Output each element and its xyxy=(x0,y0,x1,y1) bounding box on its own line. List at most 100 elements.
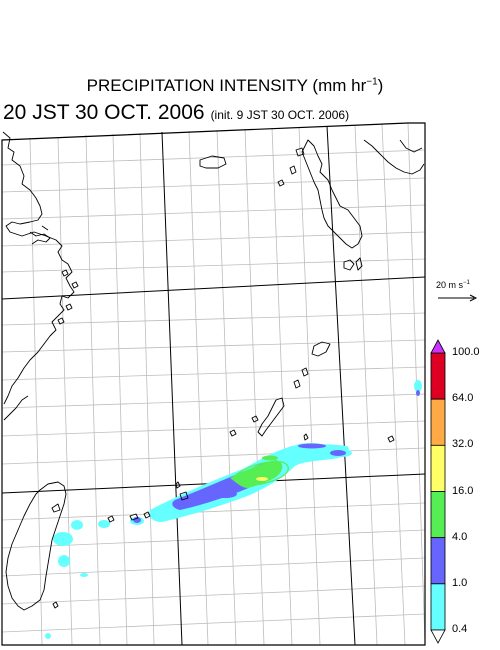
colorbar-level-label: 64.0 xyxy=(452,392,474,405)
latitude-line xyxy=(1,276,426,300)
rain-core xyxy=(213,490,237,498)
grid-line xyxy=(1,557,426,577)
grid-line xyxy=(1,613,426,633)
kyushu xyxy=(301,139,363,249)
grid-line xyxy=(85,134,101,646)
coastlines xyxy=(2,131,425,611)
title-text: PRECIPITATION INTENSITY (mm hr xyxy=(86,76,367,95)
grid-line xyxy=(298,126,321,646)
grid-line xyxy=(1,177,426,193)
island xyxy=(179,491,189,501)
grid-line xyxy=(271,127,293,646)
grid-line xyxy=(1,231,426,247)
colorbar-level-label: 16.0 xyxy=(452,484,474,497)
rain-intense xyxy=(256,477,268,481)
china-coast xyxy=(2,131,75,405)
grid-line xyxy=(139,132,155,646)
grid-line xyxy=(1,529,426,549)
island xyxy=(175,481,181,489)
rain-16mm xyxy=(230,455,283,488)
rain-core xyxy=(330,450,346,456)
rain-cell xyxy=(58,555,70,567)
grid-line xyxy=(112,133,128,646)
river-mouth xyxy=(29,231,51,245)
vector-reference-exponent: −1 xyxy=(463,280,470,286)
grid-line xyxy=(1,149,426,166)
grid-line xyxy=(1,420,426,437)
rain-core xyxy=(416,390,420,396)
river-mouth xyxy=(41,225,49,231)
vector-reference-arrow-icon xyxy=(438,294,478,302)
grid-line xyxy=(244,128,265,646)
longitude-line xyxy=(326,125,356,646)
island xyxy=(301,367,309,377)
island xyxy=(303,433,309,441)
rain-cell xyxy=(45,633,51,639)
grid-line xyxy=(1,447,426,465)
longitude-line xyxy=(161,131,183,646)
rain-32mm xyxy=(256,477,268,481)
rain-cell xyxy=(80,573,88,577)
grid-line xyxy=(381,123,406,646)
taiwan xyxy=(5,481,67,611)
island xyxy=(71,281,79,289)
init-time-text: (init. 9 JST 30 OCT. 2006) xyxy=(210,108,350,122)
colorbar-level-label: 32.0 xyxy=(452,438,474,451)
island xyxy=(277,179,285,187)
graticule-fine xyxy=(1,122,426,646)
title-unit-exponent: −1 xyxy=(366,76,378,88)
island xyxy=(52,601,59,609)
colorbar-level-label: 1.0 xyxy=(452,576,468,589)
rain-heavy-outline xyxy=(231,461,289,486)
island xyxy=(51,503,61,513)
grid-line xyxy=(1,393,426,409)
grid-line xyxy=(1,366,426,381)
shikoku-coast xyxy=(363,139,425,175)
grid-line xyxy=(1,258,426,273)
rain-core xyxy=(133,517,141,523)
precipitation-field xyxy=(45,380,422,639)
grid-line xyxy=(1,585,426,605)
grid-line xyxy=(354,124,378,646)
title-close: ) xyxy=(377,76,384,95)
grid-line xyxy=(216,129,237,646)
shikoku-coast xyxy=(399,139,423,153)
island xyxy=(229,429,237,437)
figure-title: PRECIPITATION INTENSITY (mm hr−1) xyxy=(0,76,470,96)
valid-time-text: 20 JST 30 OCT. 2006 xyxy=(3,101,205,124)
colorbar-level-label: 100.0 xyxy=(452,346,480,358)
grid-line xyxy=(1,312,426,326)
grid-line xyxy=(1,339,426,353)
island xyxy=(107,515,115,523)
vector-reference-label: 20 m s−1 xyxy=(436,280,482,290)
rain-core xyxy=(298,443,326,449)
island xyxy=(61,269,69,277)
island xyxy=(343,259,355,271)
island xyxy=(355,257,363,271)
rain-heavy xyxy=(262,455,278,461)
china-coast-south xyxy=(3,395,29,421)
rain-heavy xyxy=(230,460,283,488)
vector-reference-text: 20 m s xyxy=(436,280,464,290)
grid-line xyxy=(188,130,209,646)
colorbar-level-label: 0.4 xyxy=(452,623,468,635)
rain-cell xyxy=(98,520,110,528)
island xyxy=(129,513,139,521)
grid-line xyxy=(1,204,426,220)
island xyxy=(289,165,297,175)
colorbar-level-label: 4.0 xyxy=(452,530,468,543)
island xyxy=(65,303,73,311)
island xyxy=(295,147,305,157)
island xyxy=(293,379,301,389)
island xyxy=(143,511,151,519)
grid-line xyxy=(29,137,43,646)
rain-cell xyxy=(414,380,422,392)
valid-time: 20 JST 30 OCT. 2006 (init. 9 JST 30 OCT. … xyxy=(3,101,349,125)
island xyxy=(387,435,395,443)
rain-cell xyxy=(53,532,73,546)
rain-cell xyxy=(71,520,83,530)
okinawa-island xyxy=(257,397,285,437)
island xyxy=(251,415,259,423)
